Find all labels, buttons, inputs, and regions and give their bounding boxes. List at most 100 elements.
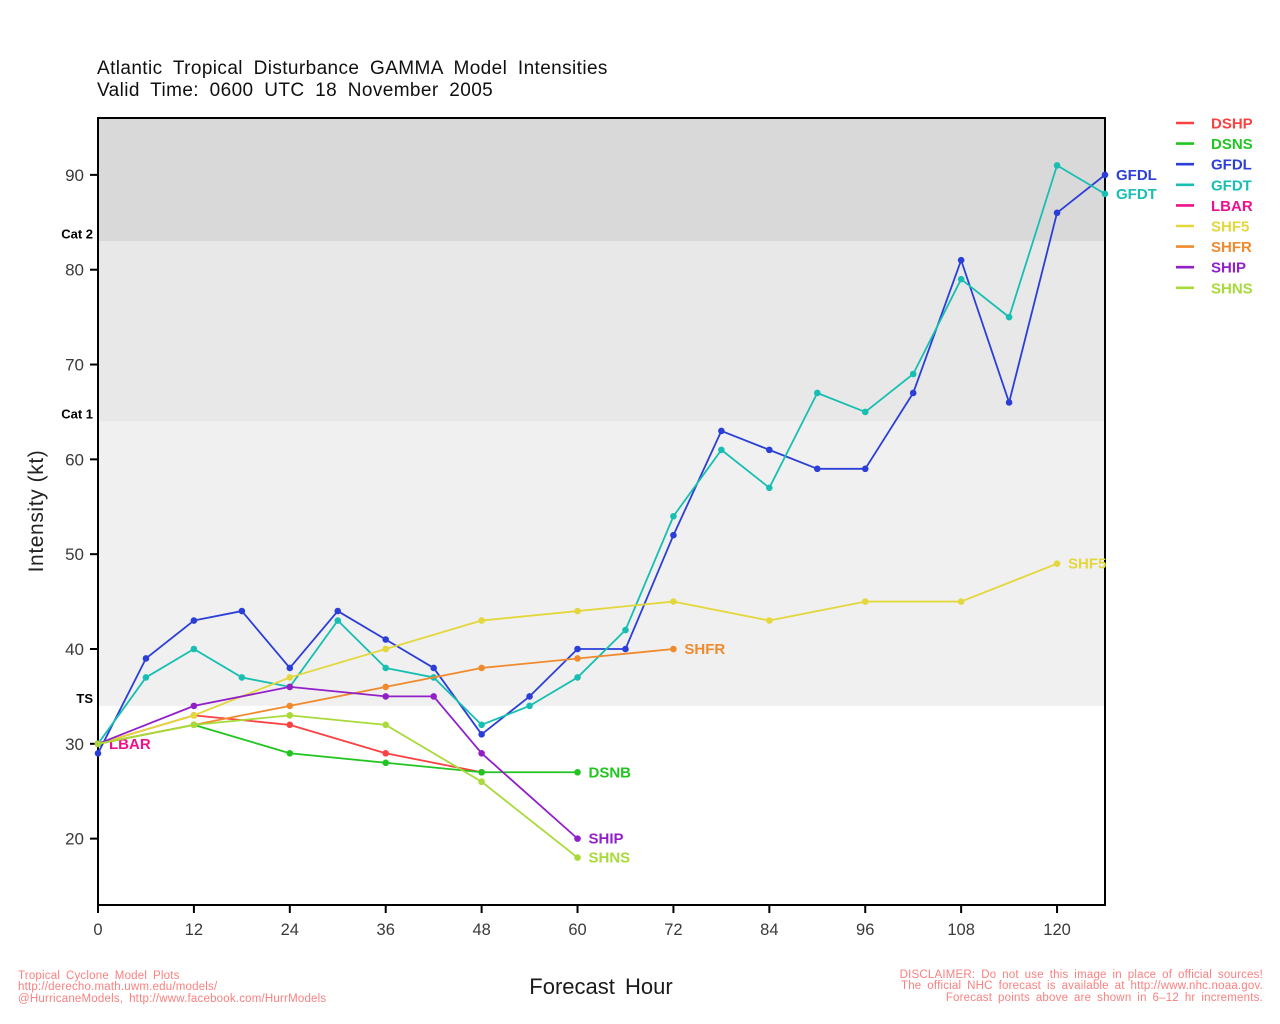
point-GFDT-h30	[334, 617, 342, 624]
x-tick-label-36: 36	[377, 921, 395, 939]
end-label-SHFR: SHFR	[684, 641, 725, 658]
axis-frame	[97, 117, 1106, 906]
point-GFDT-h78	[718, 446, 725, 454]
x-tick-label-0: 0	[93, 921, 102, 939]
x-tick-label-12: 12	[185, 921, 203, 939]
point-GFDL-h42	[430, 664, 437, 672]
series-line-SHIP	[97, 686, 579, 840]
point-GFDT-h108	[957, 275, 965, 283]
point-GFDT-h72	[670, 512, 677, 520]
point-GFDL-h36	[382, 636, 390, 643]
x-tick-label-96: 96	[856, 921, 874, 939]
footer-disclaimer: DISCLAIMER: Do not use this image in pla…	[899, 969, 1263, 1004]
x-tick-label-60: 60	[568, 921, 586, 939]
point-SHNS-h0	[94, 740, 102, 748]
point-SHF5-h84	[766, 617, 773, 624]
point-GFDL-h48	[478, 731, 485, 738]
footer-credits: Tropical Cyclone Model Plots http://dere…	[18, 970, 327, 1005]
legend-label-GFDT: GFDT	[1211, 177, 1252, 194]
point-GFDL-h54	[526, 693, 533, 700]
x-tick-label-72: 72	[664, 921, 682, 939]
end-label-SHIP: SHIP	[589, 831, 624, 848]
legend-label-SHNS: SHNS	[1211, 280, 1253, 297]
end-label-SHNS: SHNS	[589, 850, 631, 867]
y-tick-label-80: 80	[65, 261, 84, 280]
point-SHIP-h48	[478, 749, 485, 757]
x-tick-label-120: 120	[1043, 921, 1071, 939]
point-GFDL-h0	[94, 749, 102, 757]
point-SHIP-h42	[430, 693, 437, 700]
point-GFDL-h90	[813, 465, 821, 473]
point-SHFR-h72	[670, 645, 677, 653]
end-label-GFDT: GFDT	[1116, 186, 1157, 203]
point-GFDT-h54	[526, 702, 533, 710]
point-GFDT-h18	[238, 674, 246, 681]
point-GFDT-h120	[1053, 162, 1061, 169]
legend-label-GFDL: GFDL	[1211, 157, 1252, 174]
x-tick-label-108: 108	[947, 921, 975, 939]
point-SHNS-h60	[574, 854, 581, 861]
point-SHNS-h24	[286, 712, 294, 719]
point-GFDT-h126	[1101, 190, 1109, 198]
x-tick-label-48: 48	[472, 921, 490, 939]
point-GFDT-h36	[382, 664, 390, 672]
legend-label-SHF5: SHF5	[1211, 219, 1249, 236]
series-line-DSNS	[97, 723, 578, 774]
band-ts	[98, 421, 1105, 706]
y-tick-label-90: 90	[65, 166, 84, 185]
band-cat2	[98, 118, 1105, 242]
title-line2: Valid Time: 0600 UTC 18 November 2005	[97, 80, 494, 101]
point-GFDT-h90	[813, 389, 821, 397]
point-SHF5-h108	[957, 598, 965, 605]
point-GFDT-h114	[1005, 313, 1013, 321]
chart-title: Atlantic Tropical Disturbance GAMMA Mode…	[97, 58, 608, 102]
point-GFDL-h30	[334, 607, 342, 615]
point-GFDT-h60	[574, 674, 581, 681]
point-DSNS-h24	[286, 749, 294, 757]
legend-label-LBAR: LBAR	[1211, 198, 1253, 215]
series-line-SHNS	[97, 714, 579, 859]
x-tick-label-84: 84	[760, 921, 778, 939]
point-GFDL-h6	[142, 655, 150, 662]
point-SHIP-h12	[190, 702, 198, 710]
end-label-DSNS: DSNB	[589, 764, 632, 781]
threshold-label-ts: TS	[76, 691, 93, 706]
point-GFDL-h96	[861, 465, 869, 473]
point-SHFR-h48	[478, 664, 485, 672]
end-label-GFDL: GFDL	[1116, 167, 1157, 184]
point-GFDL-h18	[238, 607, 246, 615]
footer-disclaimer-line1: DISCLAIMER: Do not use this image in pla…	[899, 969, 1263, 981]
point-SHF5-h72	[670, 598, 677, 605]
point-GFDT-h96	[861, 408, 869, 416]
footer-credit-line3: @HurricaneModels, http://www.facebook.co…	[18, 992, 327, 1005]
title-line1: Atlantic Tropical Disturbance GAMMA Mode…	[97, 58, 608, 79]
point-GFDL-h120	[1053, 209, 1061, 217]
point-GFDL-h12	[190, 617, 198, 624]
point-GFDT-h6	[142, 674, 150, 681]
point-SHIP-h24	[286, 683, 294, 691]
point-SHF5-h36	[382, 645, 390, 653]
threshold-label-cat2: Cat 2	[61, 226, 93, 241]
point-GFDT-h12	[190, 645, 198, 653]
x-axis-title: Forecast Hour	[529, 974, 673, 999]
point-SHFR-h24	[286, 702, 294, 710]
band-cat1	[98, 241, 1105, 422]
point-SHF5-h48	[478, 617, 485, 624]
end-label-SHF5: SHF5	[1068, 556, 1106, 573]
y-tick-label-20: 20	[65, 830, 84, 849]
y-tick-label-30: 30	[65, 735, 84, 754]
y-tick-label-40: 40	[65, 640, 84, 659]
point-SHNS-h12	[190, 721, 198, 729]
y-tick-label-70: 70	[65, 356, 84, 375]
point-GFDL-h60	[574, 645, 581, 653]
y-tick-label-60: 60	[65, 450, 84, 469]
legend-label-DSNS: DSNS	[1211, 136, 1253, 153]
point-GFDT-h66	[622, 626, 629, 634]
point-GFDL-h84	[766, 446, 773, 454]
point-GFDT-h48	[478, 721, 485, 729]
footer-credit-line1: Tropical Cyclone Model Plots	[18, 970, 180, 982]
point-GFDL-h72	[670, 531, 677, 539]
point-GFDL-h78	[718, 427, 725, 435]
